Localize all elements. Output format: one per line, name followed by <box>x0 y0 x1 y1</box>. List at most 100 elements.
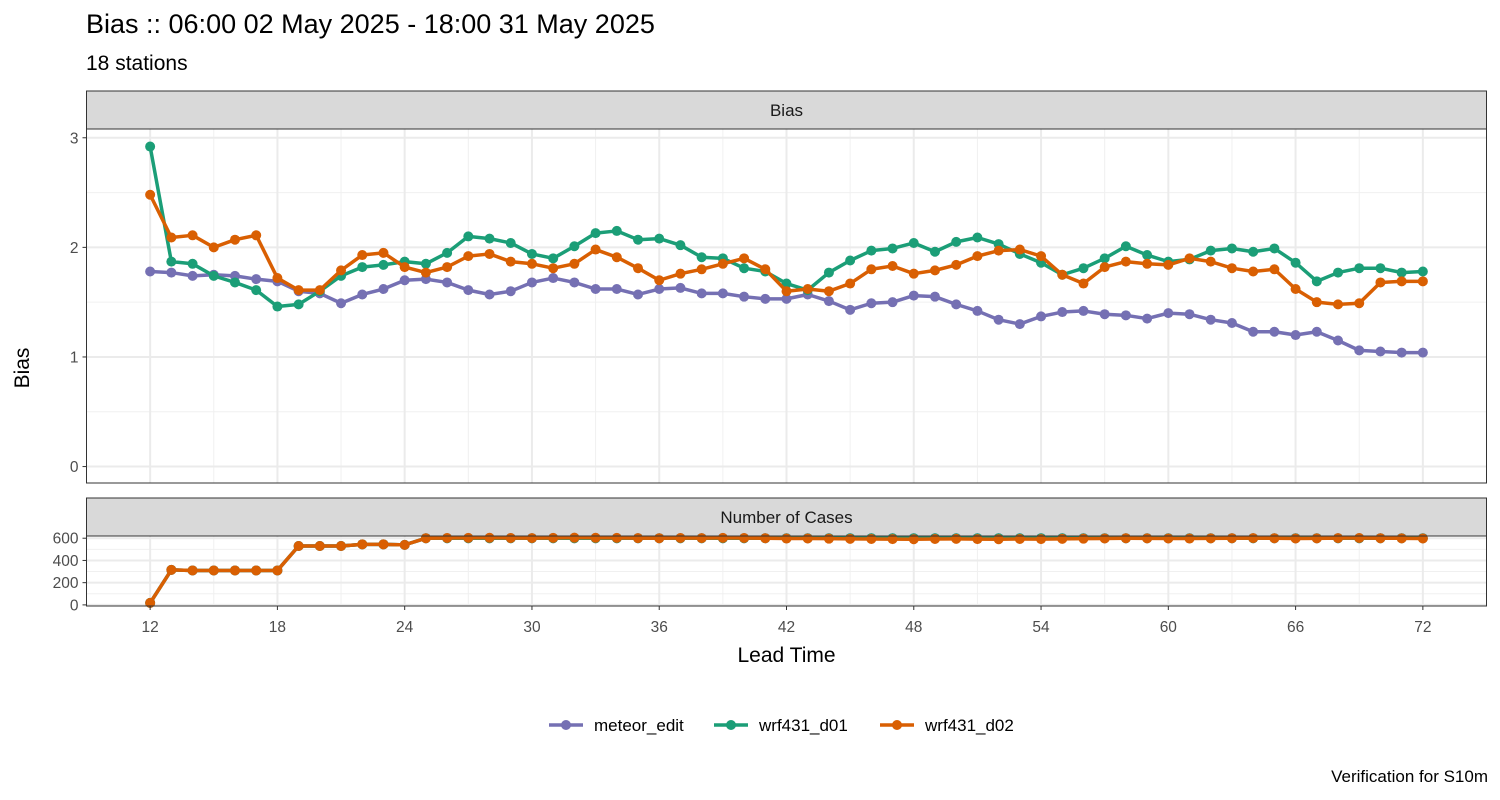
bias-point-wrf431_d01 <box>1205 245 1216 256</box>
bias-point-wrf431_d02 <box>972 251 983 262</box>
bias-point-wrf431_d01 <box>739 263 750 274</box>
bias-point-wrf431_d02 <box>717 258 728 269</box>
bias-point-wrf431_d01 <box>145 141 156 152</box>
bias-point-wrf431_d01 <box>611 225 622 236</box>
cases-point-wrf431_d02 <box>675 533 686 543</box>
cases-point-wrf431_d02 <box>1375 533 1386 544</box>
bias-point-wrf431_d01 <box>887 243 898 254</box>
y-tick-label: 0 <box>70 459 79 476</box>
legend-item-meteor_edit: meteor_edit <box>549 716 684 735</box>
cases-point-wrf431_d02 <box>484 532 495 543</box>
bias-point-wrf431_d02 <box>1120 256 1131 267</box>
bias-point-wrf431_d02 <box>229 234 240 245</box>
bias-point-wrf431_d01 <box>1396 267 1407 278</box>
cases-point-wrf431_d02 <box>1248 533 1259 544</box>
y-tick-label: 3 <box>70 130 79 147</box>
bias-point-wrf431_d02 <box>654 275 665 286</box>
bias-point-wrf431_d02 <box>336 265 347 276</box>
cases-point-wrf431_d02 <box>696 533 707 544</box>
bias-point-wrf431_d02 <box>1014 244 1025 255</box>
bias-point-meteor_edit <box>1184 309 1195 320</box>
bias-series-wrf431_d02 <box>145 189 1428 310</box>
bias-point-meteor_edit <box>929 291 940 302</box>
cases-point-wrf431_d02 <box>442 533 453 543</box>
bias-point-wrf431_d02 <box>951 259 962 270</box>
bias-point-meteor_edit <box>1014 319 1025 330</box>
bias-point-wrf431_d01 <box>505 237 516 248</box>
bias-point-wrf431_d01 <box>229 277 240 288</box>
cases-point-wrf431_d02 <box>293 541 304 551</box>
bias-point-meteor_edit <box>1142 313 1153 324</box>
chart-title: Bias :: 06:00 02 May 2025 - 18:00 31 May… <box>86 9 655 39</box>
x-tick-label: 12 <box>142 619 159 636</box>
bias-point-wrf431_d01 <box>654 233 665 244</box>
bias-point-wrf431_d01 <box>633 234 644 245</box>
bias-point-meteor_edit <box>357 289 368 300</box>
bias-series-meteor_edit <box>145 266 1428 358</box>
cases-point-wrf431_d02 <box>336 541 347 551</box>
cases-point-wrf431_d02 <box>802 533 813 544</box>
bias-point-wrf431_d02 <box>802 284 813 295</box>
bias-point-wrf431_d01 <box>526 248 537 259</box>
bias-point-meteor_edit <box>590 284 601 295</box>
bias-point-wrf431_d01 <box>1226 243 1237 254</box>
bias-point-wrf431_d02 <box>251 230 262 241</box>
cases-point-wrf431_d02 <box>823 533 834 544</box>
bias-point-wrf431_d02 <box>675 268 686 279</box>
cases-point-wrf431_d02 <box>548 532 559 543</box>
bias-point-wrf431_d02 <box>696 264 707 275</box>
bias-point-wrf431_d02 <box>463 251 474 262</box>
bias-point-wrf431_d01 <box>696 252 707 263</box>
y-tick-label: 400 <box>53 553 79 570</box>
bias-point-wrf431_d01 <box>166 256 177 267</box>
bias-point-wrf431_d01 <box>463 231 474 242</box>
bias-point-wrf431_d01 <box>484 233 495 244</box>
cases-point-wrf431_d02 <box>1205 533 1216 544</box>
bias-point-wrf431_d02 <box>1205 256 1216 267</box>
bias-point-meteor_edit <box>1354 345 1365 356</box>
bias-point-wrf431_d02 <box>590 244 601 255</box>
bias-point-wrf431_d02 <box>526 258 537 269</box>
bias-point-meteor_edit <box>378 284 389 295</box>
cases-point-wrf431_d02 <box>1269 533 1280 544</box>
bias-point-meteor_edit <box>569 277 580 288</box>
cases-point-wrf431_d02 <box>208 565 219 576</box>
legend-key-point <box>892 720 902 730</box>
bias-point-meteor_edit <box>1078 305 1089 316</box>
bias-point-meteor_edit <box>187 270 198 281</box>
bias-point-meteor_edit <box>484 289 495 300</box>
x-tick-label: 30 <box>523 619 541 636</box>
bias-point-wrf431_d01 <box>1099 253 1110 264</box>
bias-point-wrf431_d02 <box>166 232 177 243</box>
bias-point-meteor_edit <box>633 289 644 300</box>
x-tick-label: 66 <box>1287 619 1304 636</box>
bias-panel-strip <box>86 90 1487 130</box>
bias-point-wrf431_d02 <box>1163 259 1174 270</box>
chart-subtitle: 18 stations <box>86 52 188 75</box>
cases-point-wrf431_d02 <box>781 533 792 544</box>
bias-point-wrf431_d01 <box>1375 263 1386 274</box>
bias-point-wrf431_d02 <box>399 262 410 273</box>
legend: meteor_edit wrf431_d01 wrf431_d02 <box>549 716 1014 735</box>
cases-point-wrf431_d02 <box>1354 533 1365 543</box>
x-tick-label: 60 <box>1160 619 1178 636</box>
bias-point-meteor_edit <box>1333 335 1344 346</box>
bias-point-meteor_edit <box>675 282 686 293</box>
bias-point-wrf431_d01 <box>781 278 792 289</box>
bias-point-wrf431_d02 <box>1417 276 1428 287</box>
bias-point-meteor_edit <box>526 277 537 288</box>
bias-point-wrf431_d01 <box>357 262 368 273</box>
cases-point-wrf431_d02 <box>505 533 516 543</box>
bias-point-wrf431_d01 <box>1269 243 1280 254</box>
bias-point-meteor_edit <box>696 288 707 299</box>
cases-point-wrf431_d02 <box>972 534 983 545</box>
cases-point-wrf431_d02 <box>569 532 580 543</box>
bias-point-wrf431_d01 <box>1248 246 1259 257</box>
bias-point-wrf431_d02 <box>272 273 283 284</box>
bias-point-wrf431_d02 <box>484 248 495 259</box>
bias-point-wrf431_d01 <box>1354 263 1365 274</box>
bias-point-wrf431_d02 <box>866 264 877 275</box>
bias-point-wrf431_d02 <box>1142 258 1153 269</box>
bias-point-wrf431_d02 <box>505 256 516 267</box>
